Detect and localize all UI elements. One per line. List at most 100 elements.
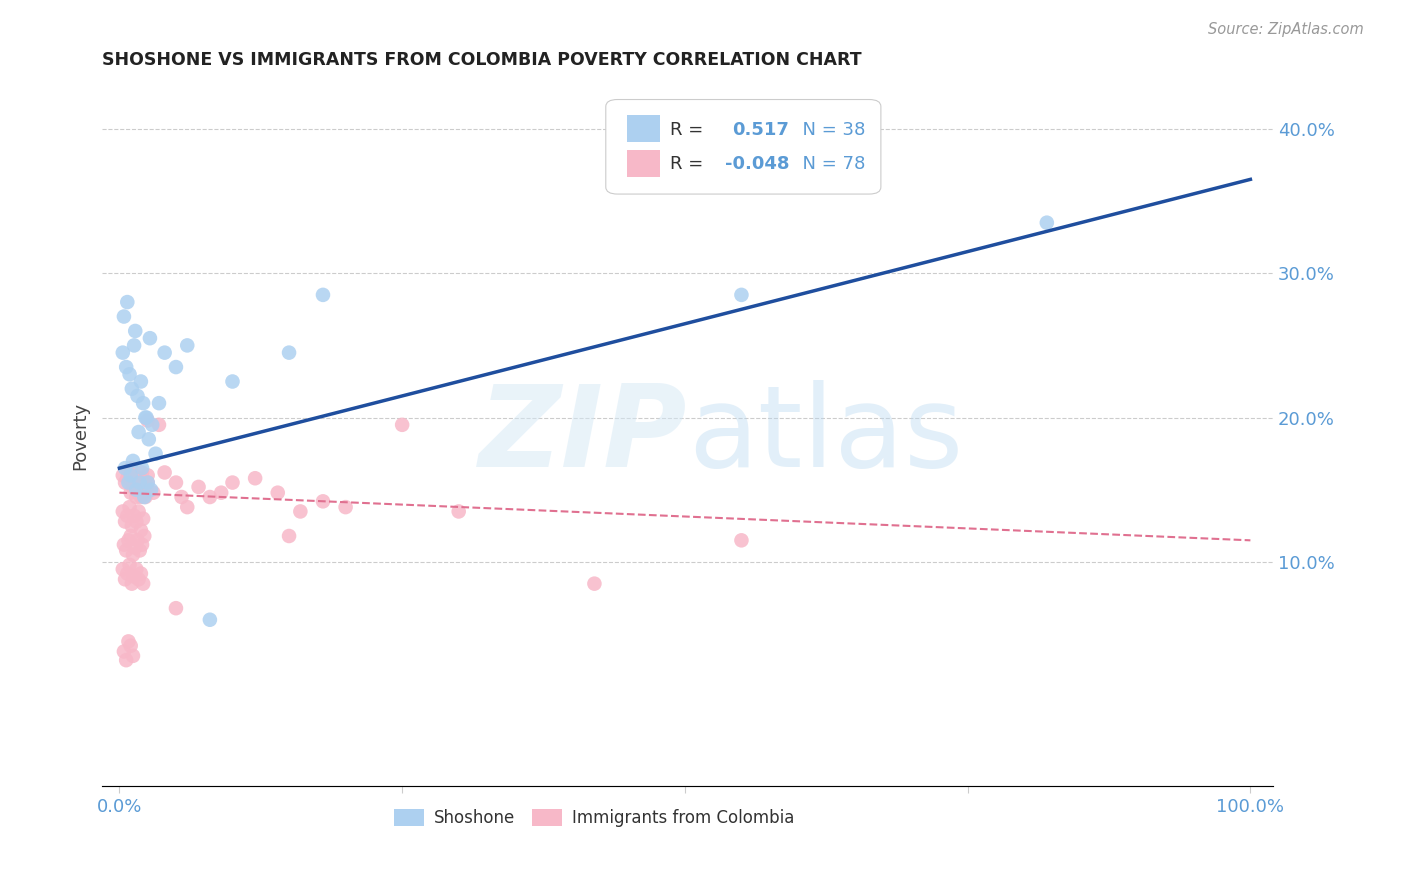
Point [122, 454, 145, 468]
Point [115, 543, 138, 558]
Point [129, 566, 152, 581]
Legend: Shoshone, Immigrants from Colombia: Shoshone, Immigrants from Colombia [387, 802, 801, 833]
Point [117, 634, 139, 648]
Text: R =: R = [671, 155, 703, 173]
Point [120, 639, 142, 653]
Y-axis label: Poverty: Poverty [72, 401, 89, 470]
Point [120, 468, 142, 483]
Point [176, 338, 198, 352]
Point [131, 466, 153, 480]
Point [125, 490, 148, 504]
Point [243, 471, 266, 485]
Point [583, 576, 606, 591]
Point [122, 569, 145, 583]
Point [112, 644, 135, 658]
Point [138, 432, 160, 446]
Point [112, 538, 135, 552]
Point [117, 295, 139, 310]
Point [278, 529, 301, 543]
Point [111, 468, 134, 483]
Point [111, 504, 134, 518]
Point [122, 338, 145, 352]
Point [118, 558, 141, 572]
Point [132, 511, 155, 525]
Point [278, 345, 301, 359]
Point [114, 515, 136, 529]
Point [128, 504, 150, 518]
Text: SHOSHONE VS IMMIGRANTS FROM COLOMBIA POVERTY CORRELATION CHART: SHOSHONE VS IMMIGRANTS FROM COLOMBIA POV… [103, 51, 862, 69]
Text: Source: ZipAtlas.com: Source: ZipAtlas.com [1208, 22, 1364, 37]
Point [118, 500, 141, 515]
Point [221, 375, 243, 389]
Point [120, 529, 142, 543]
Point [122, 648, 145, 663]
Point [117, 566, 139, 581]
Point [122, 548, 145, 562]
Point [127, 389, 149, 403]
Point [170, 490, 193, 504]
Point [125, 475, 148, 490]
Point [335, 500, 357, 515]
Point [129, 523, 152, 537]
Point [198, 613, 221, 627]
Point [128, 543, 150, 558]
Point [121, 576, 143, 591]
Point [165, 601, 187, 615]
FancyBboxPatch shape [606, 100, 882, 194]
Point [221, 475, 243, 490]
Point [136, 413, 159, 427]
Point [447, 504, 470, 518]
Point [117, 471, 139, 485]
Point [120, 461, 142, 475]
Point [122, 508, 145, 523]
Point [115, 360, 138, 375]
Point [135, 410, 157, 425]
Point [117, 466, 139, 480]
Point [141, 417, 163, 432]
Point [122, 468, 145, 483]
Point [114, 475, 136, 490]
Point [111, 345, 134, 359]
Point [134, 490, 156, 504]
Point [142, 485, 165, 500]
Point [134, 490, 156, 504]
Point [391, 417, 413, 432]
Point [134, 485, 156, 500]
Point [115, 653, 138, 667]
Text: -0.048: -0.048 [725, 155, 790, 173]
Point [124, 324, 146, 338]
Point [128, 485, 150, 500]
Point [148, 396, 170, 410]
Point [117, 508, 139, 523]
Point [134, 410, 156, 425]
Point [134, 475, 156, 490]
Point [136, 475, 159, 490]
Point [132, 576, 155, 591]
Point [290, 504, 312, 518]
Point [136, 468, 159, 483]
Point [153, 466, 176, 480]
Point [112, 310, 135, 324]
Point [148, 417, 170, 432]
Point [165, 360, 187, 375]
Point [117, 533, 139, 548]
FancyBboxPatch shape [627, 115, 659, 142]
Text: atlas: atlas [688, 380, 963, 491]
Text: N = 38: N = 38 [790, 120, 865, 138]
Point [132, 396, 155, 410]
Point [312, 288, 335, 302]
Point [131, 461, 153, 475]
Point [129, 375, 152, 389]
Point [117, 475, 139, 490]
Point [135, 480, 157, 494]
Point [128, 475, 150, 490]
Point [1036, 216, 1059, 230]
Text: ZIP: ZIP [479, 380, 688, 491]
Point [176, 500, 198, 515]
Text: 0.517: 0.517 [733, 120, 789, 138]
Point [153, 345, 176, 359]
Point [111, 562, 134, 576]
Point [136, 475, 159, 490]
Point [139, 483, 162, 497]
Point [127, 533, 149, 548]
